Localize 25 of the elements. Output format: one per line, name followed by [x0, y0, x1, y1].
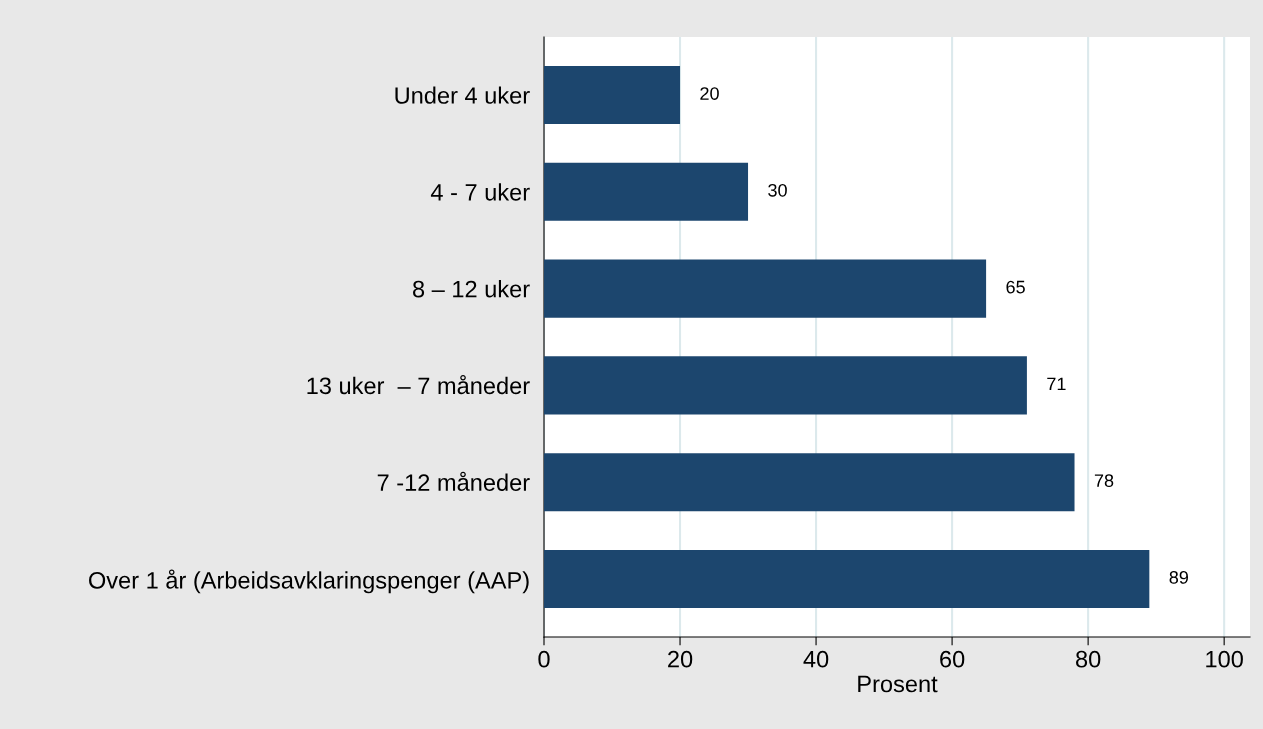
data-label: 65 [1006, 280, 1025, 294]
x-tick-label: 20 [668, 650, 693, 668]
x-axis-title: Prosent [858, 675, 938, 693]
bar [544, 549, 1150, 608]
bar [544, 162, 749, 221]
y-tick-label: 8 – 12 uker [413, 280, 530, 298]
bar [544, 66, 681, 125]
x-tick-label: 0 [538, 650, 550, 668]
y-tick-label: Under 4 uker [395, 86, 530, 104]
bar [544, 356, 1027, 415]
y-tick-label: 4 - 7 uker [430, 183, 530, 201]
data-label: 71 [1047, 377, 1066, 391]
y-tick-label: 7 -12 måneder [377, 471, 530, 491]
x-tick-label: 40 [803, 650, 829, 668]
y-tick-label: 13 uker – 7 måneder [307, 374, 530, 395]
bar [544, 259, 987, 318]
x-tick-label: 60 [940, 650, 965, 668]
bar [544, 453, 1075, 512]
x-tick-label: 80 [1076, 650, 1101, 668]
data-label: 78 [1094, 474, 1114, 488]
x-tick-label: 100 [1206, 650, 1243, 668]
data-label: 20 [700, 87, 719, 100]
data-label: 89 [1169, 571, 1189, 584]
y-tick-label: Over 1 år (Arbeidsavklaringspenger (AAP) [89, 569, 529, 594]
data-label: 30 [768, 183, 787, 197]
